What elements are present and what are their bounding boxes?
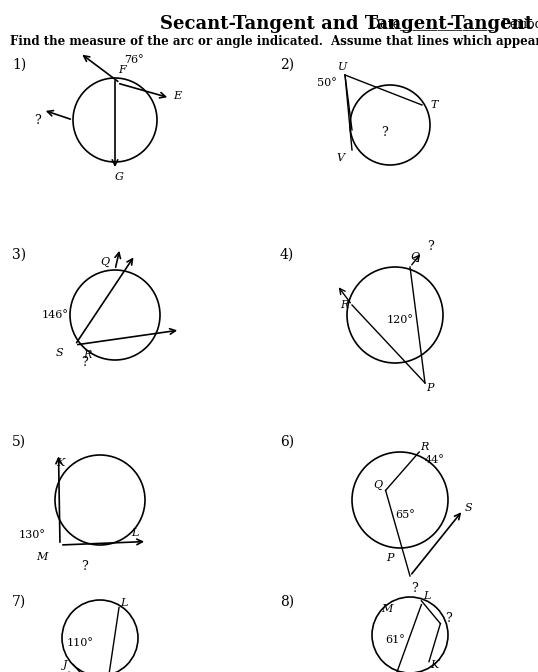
- Text: ?: ?: [427, 241, 434, 253]
- Text: P: P: [426, 383, 434, 393]
- Text: Date_______________  Period_____: Date_______________ Period_____: [370, 17, 538, 30]
- Text: 1): 1): [12, 58, 26, 72]
- Text: 65°: 65°: [395, 510, 415, 520]
- Text: G: G: [115, 172, 124, 182]
- Text: J: J: [63, 660, 68, 669]
- Text: U: U: [338, 62, 348, 72]
- Text: 5): 5): [12, 435, 26, 449]
- Text: 110°: 110°: [67, 638, 94, 648]
- Text: 6): 6): [280, 435, 294, 449]
- Text: M: M: [36, 552, 48, 562]
- Text: L: L: [121, 597, 128, 607]
- Text: P: P: [386, 553, 394, 563]
- Text: ?: ?: [412, 581, 419, 595]
- Text: ?: ?: [381, 126, 388, 140]
- Text: 61°: 61°: [385, 635, 405, 645]
- Text: Q: Q: [410, 252, 420, 262]
- Text: ?: ?: [82, 560, 88, 573]
- Text: 44°: 44°: [424, 455, 444, 465]
- Text: K: K: [56, 458, 65, 468]
- Text: R: R: [420, 442, 428, 452]
- Text: Q: Q: [100, 257, 109, 267]
- Text: 3): 3): [12, 248, 26, 262]
- Text: Secant-Tangent and Tangent-Tangent Angles: Secant-Tangent and Tangent-Tangent Angle…: [160, 15, 538, 33]
- Text: Q: Q: [373, 480, 382, 491]
- Text: 7): 7): [12, 595, 26, 609]
- Text: 8): 8): [280, 595, 294, 609]
- Text: 76°: 76°: [124, 55, 144, 65]
- Text: R: R: [83, 350, 91, 360]
- Text: ?: ?: [34, 114, 41, 126]
- Text: ?: ?: [445, 612, 452, 625]
- Text: S: S: [464, 503, 472, 513]
- Text: F: F: [118, 65, 126, 75]
- Text: 146°: 146°: [41, 310, 68, 320]
- Text: V: V: [336, 153, 344, 163]
- Text: S: S: [55, 348, 63, 358]
- Text: K: K: [430, 660, 438, 669]
- Text: Find the measure of the arc or angle indicated.  Assume that lines which appear : Find the measure of the arc or angle ind…: [10, 35, 538, 48]
- Text: L: L: [423, 591, 430, 601]
- Text: R: R: [340, 300, 348, 310]
- Text: E: E: [173, 91, 181, 101]
- Text: 4): 4): [280, 248, 294, 262]
- Text: 2): 2): [280, 58, 294, 72]
- Text: ?: ?: [82, 357, 88, 370]
- Text: M: M: [381, 604, 393, 614]
- Text: 120°: 120°: [387, 315, 413, 325]
- Text: T: T: [430, 100, 437, 110]
- Text: L: L: [131, 528, 139, 538]
- Text: 50°: 50°: [317, 78, 337, 88]
- Text: 130°: 130°: [19, 530, 45, 540]
